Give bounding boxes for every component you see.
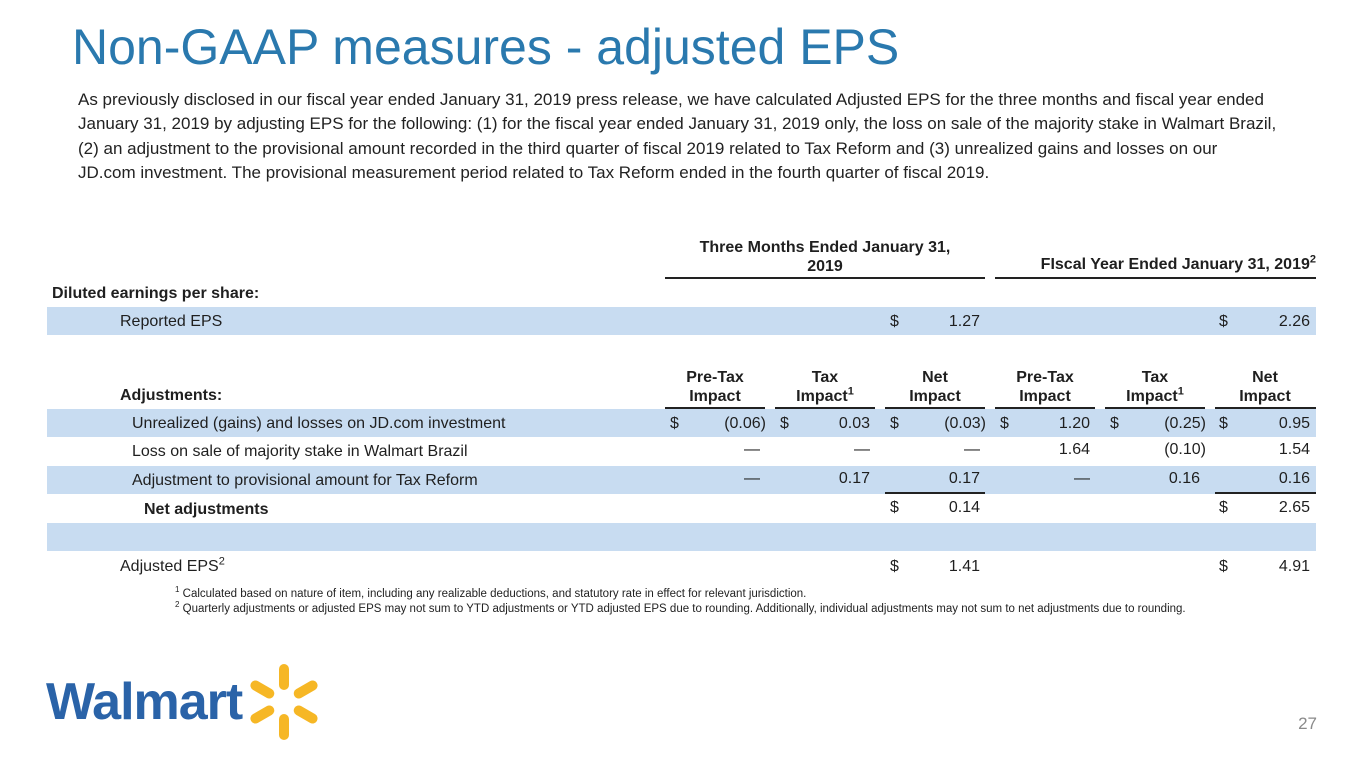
reported-eps-q-value: 1.27 — [948, 313, 980, 330]
net-underline — [885, 492, 985, 494]
col-header-line1: Pre-Tax — [1016, 369, 1074, 386]
adjusted-eps-fy-sym: $ — [1219, 558, 1228, 575]
row-value: 0.16 — [1278, 470, 1310, 487]
row-sym: $ — [1219, 415, 1228, 432]
col-header-fy-net: Net Impact — [1215, 368, 1315, 406]
row-value: (0.10) — [1164, 441, 1206, 458]
col-header-line2: Impact — [909, 388, 961, 405]
row-sym: $ — [890, 415, 899, 432]
spark-icon — [250, 664, 318, 740]
col-header-line2: Impact — [1126, 388, 1178, 405]
col-header-line1: Tax — [811, 369, 839, 386]
spacer-band — [47, 523, 1316, 551]
net-adjustments-q-value: 0.14 — [948, 499, 980, 516]
three-months-header-line2: 2019 — [807, 258, 843, 275]
col-header-line2: Impact — [796, 388, 848, 405]
reported-eps-label: Reported EPS — [120, 313, 223, 330]
col-header-line1: Net — [922, 369, 948, 386]
footnote-text: Calculated based on nature of item, incl… — [182, 588, 807, 600]
fiscal-year-header: FIscal Year Ended January 31, 20192 — [995, 253, 1316, 274]
col-header-q-tax: Tax Impact1 — [775, 368, 875, 406]
col-header-sup: 1 — [847, 385, 854, 398]
intro-paragraph: As previously disclosed in our fiscal ye… — [78, 90, 1277, 182]
row-band — [47, 409, 1316, 437]
adjustment-row-label: Adjustment to provisional amount for Tax… — [132, 472, 478, 489]
col-underline — [995, 407, 1095, 409]
col-header-q-net: Net Impact — [885, 368, 985, 406]
footnote-text: Quarterly adjustments or adjusted EPS ma… — [182, 603, 1186, 615]
row-band — [47, 466, 1316, 494]
col-header-sup: 1 — [1177, 385, 1184, 398]
adjusted-eps-q-sym: $ — [890, 558, 899, 575]
diluted-eps-label: Diluted earnings per share: — [52, 285, 260, 302]
page-number: 27 — [1298, 714, 1317, 733]
adjustment-row-label: Unrealized (gains) and losses on JD.com … — [132, 415, 506, 432]
reported-eps-fy-value: 2.26 — [1278, 313, 1310, 330]
adjusted-eps-fy-value: 4.91 — [1278, 558, 1310, 575]
three-months-header-line1: Three Months Ended January 31, — [699, 239, 951, 256]
row-value: 1.20 — [1058, 415, 1090, 432]
fiscal-year-underline — [995, 277, 1316, 279]
row-sym: $ — [1000, 415, 1009, 432]
net-adjustments-fy-value: 2.65 — [1278, 499, 1310, 516]
col-underline — [775, 407, 875, 409]
col-header-line1: Net — [1252, 369, 1278, 386]
col-underline — [665, 407, 765, 409]
row-value: — — [854, 441, 870, 458]
net-adjustments-fy-sym: $ — [1219, 499, 1228, 516]
row-value: 0.03 — [838, 415, 870, 432]
row-value: — — [1074, 470, 1090, 487]
col-header-fy-pretax: Pre-Tax Impact — [995, 368, 1095, 406]
reported-eps-fy-sym: $ — [1219, 313, 1228, 330]
col-header-line1: Tax — [1141, 369, 1169, 386]
row-value: (0.25) — [1164, 415, 1206, 432]
net-adjustments-q-sym: $ — [890, 499, 899, 516]
walmart-logo: Walmart — [46, 662, 320, 742]
footnote-1: 1 Calculated based on nature of item, in… — [175, 586, 1305, 602]
walmart-logo-text: Walmart — [46, 673, 243, 731]
col-header-line2: Impact — [1019, 388, 1071, 405]
col-header-q-pretax: Pre-Tax Impact — [665, 368, 765, 406]
net-adjustments-label: Net adjustments — [144, 501, 269, 518]
row-sym: $ — [780, 415, 789, 432]
adjustment-row-label: Loss on sale of majority stake in Walmar… — [132, 443, 468, 460]
adjusted-eps-sup: 2 — [218, 555, 225, 568]
adjustments-label: Adjustments: — [120, 387, 223, 404]
row-value: — — [964, 441, 980, 458]
net-underline — [1215, 492, 1316, 494]
fiscal-year-header-text: FIscal Year Ended January 31, 2019 — [1040, 256, 1310, 273]
footnote-number: 2 — [175, 600, 180, 610]
row-value: 0.17 — [838, 470, 870, 487]
footnote-2: 2 Quarterly adjustments or adjusted EPS … — [175, 601, 1305, 617]
row-value: — — [744, 470, 760, 487]
row-sym: $ — [670, 415, 679, 432]
row-value: 0.16 — [1168, 470, 1200, 487]
adjusted-eps-label-text: Adjusted EPS — [120, 558, 219, 575]
col-underline — [1105, 407, 1205, 409]
fiscal-year-header-sup: 2 — [1309, 253, 1316, 266]
three-months-header: Three Months Ended January 31, 2019 — [665, 238, 985, 276]
footnote-number: 1 — [175, 585, 180, 595]
row-value: (0.06) — [724, 415, 766, 432]
reported-eps-band — [47, 307, 1316, 335]
adjusted-eps-label: Adjusted EPS2 — [120, 555, 225, 577]
adjusted-eps-q-value: 1.41 — [948, 558, 980, 575]
three-months-underline — [665, 277, 985, 279]
col-header-line2: Impact — [689, 388, 741, 405]
col-header-fy-tax: Tax Impact1 — [1105, 368, 1205, 406]
row-value: 1.54 — [1278, 441, 1310, 458]
col-underline — [885, 407, 985, 409]
row-sym: $ — [1110, 415, 1119, 432]
page-title: Non-GAAP measures - adjusted EPS — [72, 19, 900, 75]
row-value: 1.64 — [1058, 441, 1090, 458]
reported-eps-q-sym: $ — [890, 313, 899, 330]
col-header-line1: Pre-Tax — [686, 369, 744, 386]
row-value: 0.17 — [948, 470, 980, 487]
row-value: 0.95 — [1278, 415, 1310, 432]
row-value: (0.03) — [944, 415, 986, 432]
col-header-line2: Impact — [1239, 388, 1291, 405]
row-value: — — [744, 441, 760, 458]
col-underline — [1215, 407, 1316, 409]
